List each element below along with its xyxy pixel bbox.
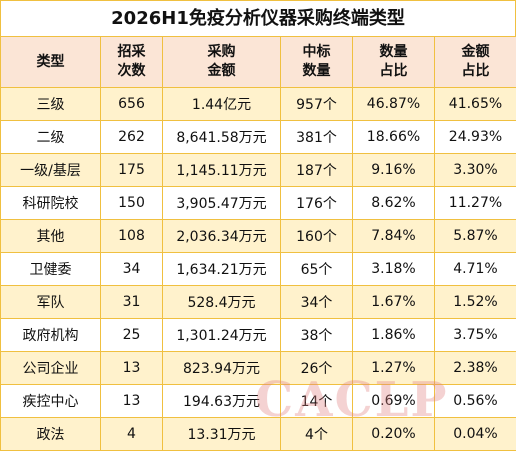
table-cell: 176个 (280, 186, 353, 220)
title: 2026H1免疫分析仪器采购终端类型 (0, 0, 516, 36)
table-cell: 8,641.58万元 (162, 120, 281, 154)
table-cell: 13 (100, 351, 163, 385)
table-row: 其他 108 2,036.34万元 160个 7.84% 5.87% (0, 219, 516, 253)
header-cell: 类型 (0, 36, 101, 88)
table-cell: 150 (100, 186, 163, 220)
table-cell: 卫健委 (0, 252, 101, 286)
table-cell: 187个 (280, 153, 353, 187)
table-cell: 175 (100, 153, 163, 187)
table: 类型 招采 次数 采购 金额 中标 数量 数量 占比 金额 占比 三级 656 1.44亿元 9… (0, 36, 516, 451)
table-cell: 1.86% (352, 318, 435, 352)
table-row: 疾控中心 13 194.63万元 14个 0.69% 0.56% (0, 384, 516, 418)
table-cell: 65个 (280, 252, 353, 286)
table-body: 三级 656 1.44亿元 957个 46.87% 41.65% 二级 262 8,641.58… (0, 87, 516, 451)
table-row: 科研院校 150 3,905.47万元 176个 8.62% 11.27% (0, 186, 516, 220)
table-cell: 公司企业 (0, 351, 101, 385)
table-cell: 2,036.34万元 (162, 219, 281, 253)
header-cell: 数量 占比 (352, 36, 435, 88)
table-cell: 14个 (280, 384, 353, 418)
table-cell: 11.27% (434, 186, 516, 220)
table-cell: 7.84% (352, 219, 435, 253)
table-cell: 25 (100, 318, 163, 352)
table-cell: 26个 (280, 351, 353, 385)
table-cell: 656 (100, 87, 163, 121)
table-cell: 9.16% (352, 153, 435, 187)
table-row: 公司企业 13 823.94万元 26个 1.27% 2.38% (0, 351, 516, 385)
table-cell: 3,905.47万元 (162, 186, 281, 220)
table-cell: 24.93% (434, 120, 516, 154)
table-cell: 其他 (0, 219, 101, 253)
table-cell: 4个 (280, 417, 353, 451)
table-cell: 3.30% (434, 153, 516, 187)
table-cell: 0.04% (434, 417, 516, 451)
table-cell: 5.87% (434, 219, 516, 253)
table-cell: 4.71% (434, 252, 516, 286)
table-cell: 34 (100, 252, 163, 286)
table-row: 政府机构 25 1,301.24万元 38个 1.86% 3.75% (0, 318, 516, 352)
table-cell: 957个 (280, 87, 353, 121)
table-cell: 3.75% (434, 318, 516, 352)
table-row: 政法 4 13.31万元 4个 0.20% 0.04% (0, 417, 516, 451)
table-row: 军队 31 528.4万元 34个 1.67% 1.52% (0, 285, 516, 319)
table-cell: 1.67% (352, 285, 435, 319)
table-cell: 18.66% (352, 120, 435, 154)
table-cell: 13.31万元 (162, 417, 281, 451)
table-cell: 262 (100, 120, 163, 154)
table-cell: 528.4万元 (162, 285, 281, 319)
table-cell: 0.69% (352, 384, 435, 418)
table-cell: 一级/基层 (0, 153, 101, 187)
table-cell: 3.18% (352, 252, 435, 286)
table-cell: 二级 (0, 120, 101, 154)
header-cell: 招采 次数 (100, 36, 163, 88)
table-cell: 疾控中心 (0, 384, 101, 418)
table-row: 三级 656 1.44亿元 957个 46.87% 41.65% (0, 87, 516, 121)
table-cell: 160个 (280, 219, 353, 253)
table-cell: 科研院校 (0, 186, 101, 220)
table-cell: 1.52% (434, 285, 516, 319)
table-cell: 13 (100, 384, 163, 418)
table-cell: 2.38% (434, 351, 516, 385)
header-cell: 采购 金额 (162, 36, 281, 88)
table-row: 卫健委 34 1,634.21万元 65个 3.18% 4.71% (0, 252, 516, 286)
table-cell: 1,634.21万元 (162, 252, 281, 286)
table-cell: 31 (100, 285, 163, 319)
header-row: 类型 招采 次数 采购 金额 中标 数量 数量 占比 金额 占比 (0, 36, 516, 88)
table-cell: 823.94万元 (162, 351, 281, 385)
header-cell: 中标 数量 (280, 36, 353, 88)
table-cell: 38个 (280, 318, 353, 352)
table-cell: 政法 (0, 417, 101, 451)
table-cell: 4 (100, 417, 163, 451)
table-cell: 军队 (0, 285, 101, 319)
table-cell: 1.44亿元 (162, 87, 281, 121)
table-cell: 0.20% (352, 417, 435, 451)
table-cell: 41.65% (434, 87, 516, 121)
table-cell: 8.62% (352, 186, 435, 220)
table-cell: 108 (100, 219, 163, 253)
table-cell: 1,145.11万元 (162, 153, 281, 187)
table-cell: 381个 (280, 120, 353, 154)
table-row: 二级 262 8,641.58万元 381个 18.66% 24.93% (0, 120, 516, 154)
table-cell: 46.87% (352, 87, 435, 121)
table-cell: 194.63万元 (162, 384, 281, 418)
table-cell: 三级 (0, 87, 101, 121)
table-row: 一级/基层 175 1,145.11万元 187个 9.16% 3.30% (0, 153, 516, 187)
table-cell: 1,301.24万元 (162, 318, 281, 352)
table-cell: 0.56% (434, 384, 516, 418)
table-cell: 1.27% (352, 351, 435, 385)
table-cell: 政府机构 (0, 318, 101, 352)
table-cell: 34个 (280, 285, 353, 319)
header-cell: 金额 占比 (434, 36, 516, 88)
